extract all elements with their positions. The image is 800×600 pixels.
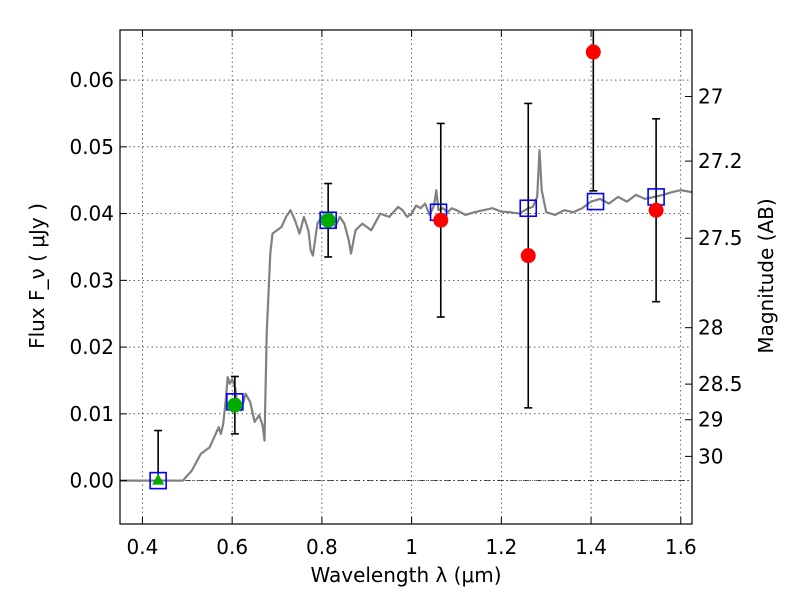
y-axis-label: Flux F_ν ( μJy )	[25, 203, 49, 349]
mag-tick-label: 27.2	[698, 149, 743, 173]
grid	[120, 30, 692, 524]
mag-tick-label: 30	[698, 444, 723, 468]
y-tick-label: 0.05	[69, 135, 114, 159]
x-axis-label: Wavelength λ (μm)	[310, 563, 501, 587]
y-tick-label: 0.01	[69, 402, 114, 426]
mag-tick-label: 28	[698, 316, 723, 340]
red-point	[648, 202, 664, 218]
sed-line	[120, 149, 693, 482]
error-bars	[154, 30, 661, 482]
red-point	[520, 248, 536, 264]
red-point	[585, 44, 601, 60]
x-tick-label: 1	[405, 535, 418, 559]
sed-curve-group	[120, 149, 693, 482]
y-tick-label: 0.03	[69, 268, 114, 292]
model-square	[586, 192, 605, 211]
mag-tick-label: 28.5	[698, 372, 743, 396]
model-square	[149, 471, 167, 490]
y-tick-label: 0.02	[69, 335, 114, 359]
mag-tick-label: 29	[698, 408, 723, 432]
x-tick-label: 1.6	[665, 535, 697, 559]
x-tick-label: 0.4	[127, 535, 159, 559]
markers	[149, 44, 665, 490]
upper-limit-triangle	[152, 473, 165, 485]
y2-axis-label: Magnitude (AB)	[754, 198, 778, 353]
y-tick-label: 0.04	[69, 202, 114, 226]
x-tick-label: 1.2	[485, 535, 517, 559]
x-tick-label: 1.4	[575, 535, 607, 559]
plot-frame	[119, 29, 693, 525]
y-tick-label: 0.00	[69, 469, 114, 493]
y-tick-label: 0.06	[69, 68, 114, 92]
red-point	[433, 212, 449, 228]
green-point	[227, 397, 243, 413]
green-point	[320, 212, 336, 228]
axis-ticks: 0.4 0.6 0.8 1 1.2 1.4 1.6 0.00 0.01 0.02 0.03 0.04 0…	[69, 30, 743, 559]
mag-tick-label: 27.5	[698, 226, 743, 250]
model-square	[519, 199, 538, 218]
mag-tick-label: 27	[698, 84, 723, 108]
x-tick-label: 0.8	[306, 535, 338, 559]
x-tick-label: 0.6	[216, 535, 248, 559]
model-square	[319, 211, 337, 230]
